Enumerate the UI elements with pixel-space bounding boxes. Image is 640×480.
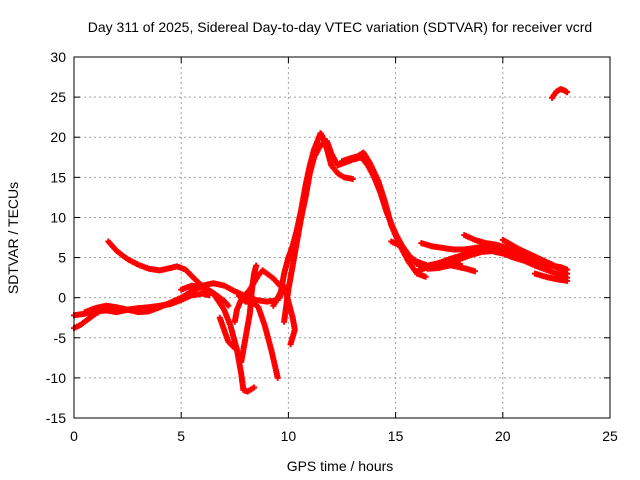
x-axis-label: GPS time / hours bbox=[287, 458, 394, 474]
y-tick-label: 0 bbox=[58, 290, 66, 306]
y-tick-label: -5 bbox=[54, 330, 67, 346]
x-tick-label: 0 bbox=[70, 428, 78, 444]
data-point bbox=[422, 273, 429, 280]
x-tick-label: 15 bbox=[388, 428, 404, 444]
data-point bbox=[274, 374, 281, 381]
y-axis-ticks: -15 -10 -5 0 5 10 15 20 25 30 bbox=[46, 49, 610, 426]
y-tick-label: 25 bbox=[50, 89, 66, 105]
data-point bbox=[287, 341, 294, 348]
series-16 bbox=[441, 260, 478, 275]
data-point bbox=[559, 267, 566, 274]
series-6 bbox=[216, 314, 238, 352]
series-9 bbox=[238, 262, 260, 365]
data-point bbox=[564, 277, 571, 284]
data-point bbox=[251, 384, 258, 391]
y-tick-label: 30 bbox=[50, 49, 66, 65]
series-12 bbox=[281, 138, 571, 325]
grid-lines bbox=[74, 57, 610, 418]
x-axis-ticks: 0 5 10 15 20 25 bbox=[70, 57, 618, 444]
series-2 bbox=[71, 305, 110, 332]
y-axis-label: SDTVAR / TECUs bbox=[5, 182, 21, 294]
data-points bbox=[71, 86, 571, 395]
y-tick-label: 15 bbox=[50, 169, 66, 185]
y-tick-label: 20 bbox=[50, 129, 66, 145]
y-tick-label: 10 bbox=[50, 209, 66, 225]
x-tick-label: 25 bbox=[602, 428, 618, 444]
data-point bbox=[231, 345, 238, 352]
chart-title: Day 311 of 2025, Sidereal Day-to-day VTE… bbox=[88, 19, 592, 35]
x-tick-label: 20 bbox=[495, 428, 511, 444]
data-point bbox=[349, 175, 356, 182]
y-tick-label: 5 bbox=[58, 250, 66, 266]
data-point bbox=[564, 270, 571, 277]
x-tick-label: 10 bbox=[281, 428, 297, 444]
series-19 bbox=[499, 236, 566, 274]
series-21 bbox=[549, 86, 571, 101]
y-tick-label: -10 bbox=[46, 370, 66, 386]
x-tick-label: 5 bbox=[177, 428, 185, 444]
plot-frame bbox=[73, 56, 611, 419]
data-point bbox=[225, 302, 232, 309]
series-20 bbox=[531, 270, 571, 284]
series-7 bbox=[236, 293, 281, 381]
data-point bbox=[471, 268, 478, 275]
data-point bbox=[253, 262, 260, 269]
data-point bbox=[564, 89, 571, 96]
y-tick-label: -15 bbox=[46, 410, 66, 426]
